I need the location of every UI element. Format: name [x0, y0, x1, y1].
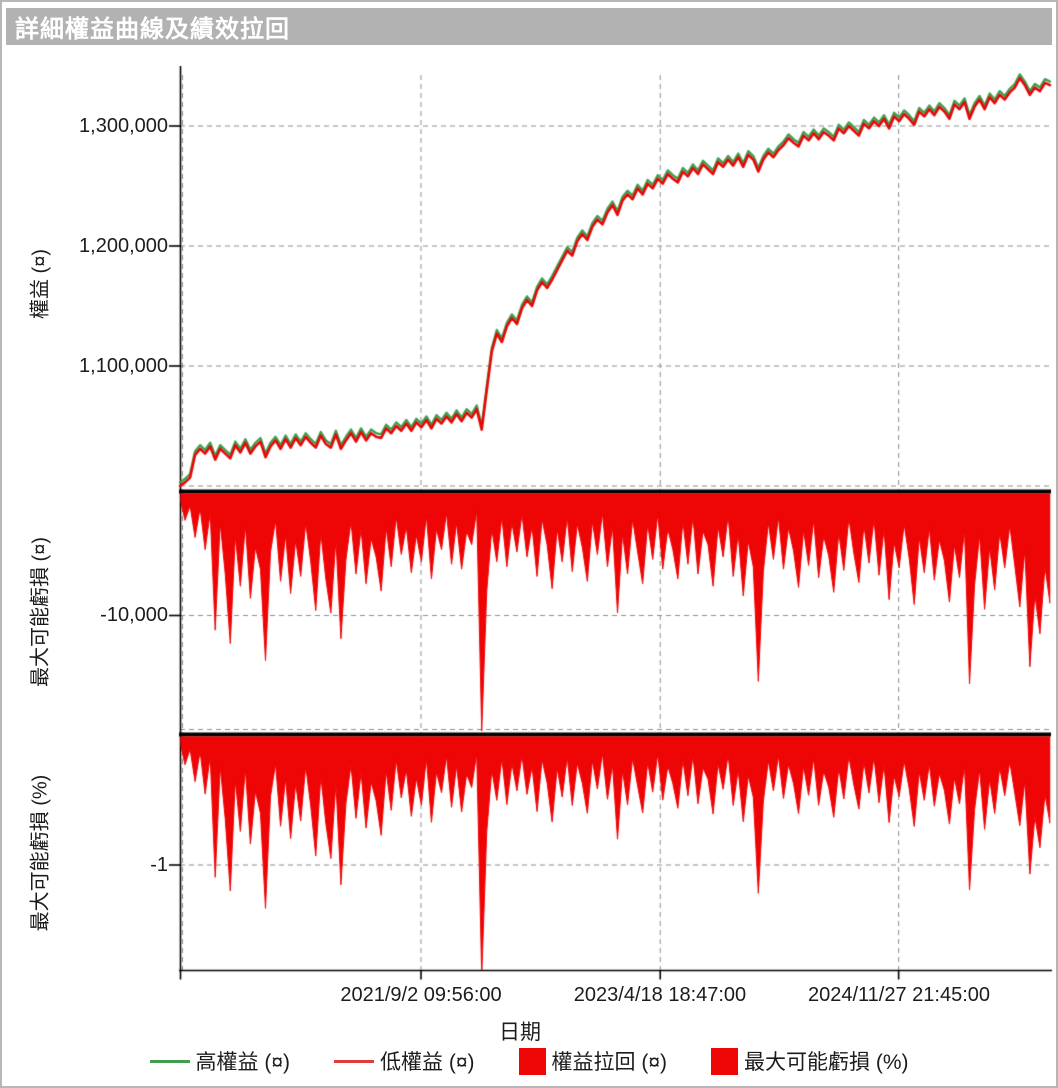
legend-item-equity-drawdown: 權益拉回 (¤) — [518, 1046, 668, 1076]
xtick-2021: 2021/9/2 09:56:00 — [340, 984, 502, 1006]
ytick-1300000: 1,300,000 — [79, 115, 168, 137]
legend-label: 高權益 (¤) — [195, 1051, 291, 1074]
y-axis-title-drawdown-percent: 最大可能虧損 (%) — [29, 774, 52, 932]
ytick-1200000: 1,200,000 — [79, 235, 168, 257]
high-equity-line-swatch — [149, 1059, 190, 1063]
legend-label: 權益拉回 (¤) — [551, 1051, 668, 1074]
xtick-2024: 2024/11/27 21:45:00 — [807, 984, 991, 1006]
legend-label: 低權益 (¤) — [380, 1051, 475, 1074]
ytick-minus-10000: -10,000 — [100, 604, 168, 626]
max-loss-box-swatch — [711, 1047, 738, 1075]
legend-item-low-equity: 低權益 (¤) — [334, 1046, 475, 1076]
y-axis-title-drawdown-currency: 最大可能虧損 (¤) — [29, 537, 52, 687]
equity-drawdown-box-swatch — [518, 1047, 546, 1075]
y-axis-title-equity: 權益 (¤) — [29, 249, 52, 319]
legend-item-high-equity: 高權益 (¤) — [149, 1046, 291, 1076]
low-equity-line-swatch — [334, 1059, 374, 1063]
chart-legend: 高權益 (¤) 低權益 (¤) 權益拉回 (¤) 最大可能虧損 (%) — [0, 1044, 1058, 1078]
xtick-2023: 2023/4/18 18:47:00 — [573, 984, 747, 1006]
ytick-1100000: 1,100,000 — [79, 355, 168, 377]
ytick-minus-1: -1 — [150, 854, 168, 876]
x-axis-title-date: 日期 — [499, 1021, 541, 1044]
legend-item-max-possible-loss: 最大可能虧損 (%) — [711, 1046, 909, 1076]
legend-label: 最大可能虧損 (%) — [744, 1051, 909, 1074]
